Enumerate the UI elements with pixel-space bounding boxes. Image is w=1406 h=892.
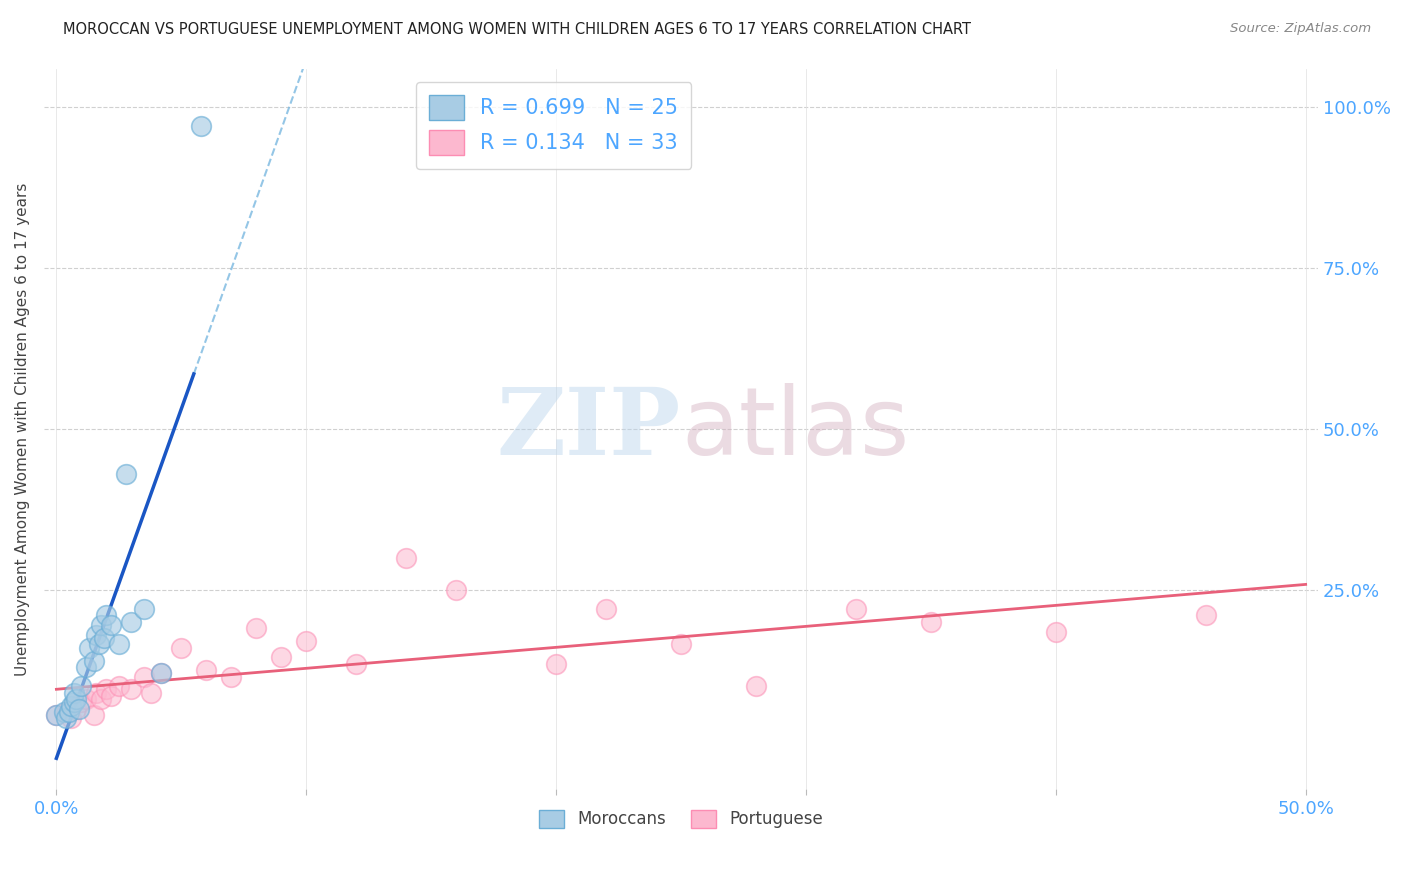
Point bbox=[100, 689, 122, 703]
Point bbox=[65, 702, 87, 716]
Point bbox=[190, 120, 212, 134]
Point bbox=[108, 637, 131, 651]
Point bbox=[395, 550, 418, 565]
Point bbox=[60, 698, 83, 713]
Point bbox=[108, 679, 131, 693]
Point bbox=[745, 679, 768, 693]
Point bbox=[65, 692, 87, 706]
Point bbox=[132, 670, 155, 684]
Point bbox=[295, 634, 318, 648]
Point bbox=[245, 621, 267, 635]
Point bbox=[90, 692, 112, 706]
Point bbox=[96, 608, 118, 623]
Text: ZIP: ZIP bbox=[496, 384, 681, 474]
Text: Source: ZipAtlas.com: Source: ZipAtlas.com bbox=[1230, 22, 1371, 36]
Point bbox=[1045, 624, 1067, 639]
Point bbox=[270, 650, 292, 665]
Point bbox=[150, 666, 173, 681]
Point bbox=[115, 467, 138, 481]
Point bbox=[120, 682, 142, 697]
Point bbox=[75, 692, 97, 706]
Point bbox=[444, 582, 467, 597]
Point bbox=[55, 705, 77, 719]
Point bbox=[75, 660, 97, 674]
Point bbox=[100, 618, 122, 632]
Point bbox=[70, 695, 93, 709]
Point bbox=[55, 711, 77, 725]
Point bbox=[150, 666, 173, 681]
Text: MOROCCAN VS PORTUGUESE UNEMPLOYMENT AMONG WOMEN WITH CHILDREN AGES 6 TO 17 YEARS: MOROCCAN VS PORTUGUESE UNEMPLOYMENT AMON… bbox=[63, 22, 972, 37]
Point bbox=[93, 631, 115, 645]
Point bbox=[195, 663, 218, 677]
Point bbox=[70, 679, 93, 693]
Point bbox=[132, 602, 155, 616]
Point bbox=[219, 670, 242, 684]
Point bbox=[1195, 608, 1218, 623]
Text: atlas: atlas bbox=[681, 383, 910, 475]
Point bbox=[120, 615, 142, 629]
Point bbox=[67, 702, 90, 716]
Point bbox=[845, 602, 868, 616]
Point bbox=[83, 653, 105, 667]
Point bbox=[170, 640, 193, 655]
Point bbox=[45, 708, 67, 723]
Point bbox=[45, 708, 67, 723]
Point bbox=[63, 686, 86, 700]
Point bbox=[63, 695, 86, 709]
Point bbox=[60, 711, 83, 725]
Point bbox=[86, 686, 108, 700]
Point bbox=[669, 637, 692, 651]
Point bbox=[920, 615, 942, 629]
Point bbox=[52, 705, 75, 719]
Y-axis label: Unemployment Among Women with Children Ages 6 to 17 years: Unemployment Among Women with Children A… bbox=[15, 182, 30, 675]
Point bbox=[344, 657, 367, 671]
Point bbox=[58, 705, 80, 719]
Legend: Moroccans, Portuguese: Moroccans, Portuguese bbox=[533, 803, 830, 835]
Point bbox=[96, 682, 118, 697]
Point bbox=[87, 637, 110, 651]
Point bbox=[546, 657, 568, 671]
Point bbox=[595, 602, 617, 616]
Point bbox=[83, 708, 105, 723]
Point bbox=[90, 618, 112, 632]
Point bbox=[77, 640, 100, 655]
Point bbox=[141, 686, 163, 700]
Point bbox=[86, 628, 108, 642]
